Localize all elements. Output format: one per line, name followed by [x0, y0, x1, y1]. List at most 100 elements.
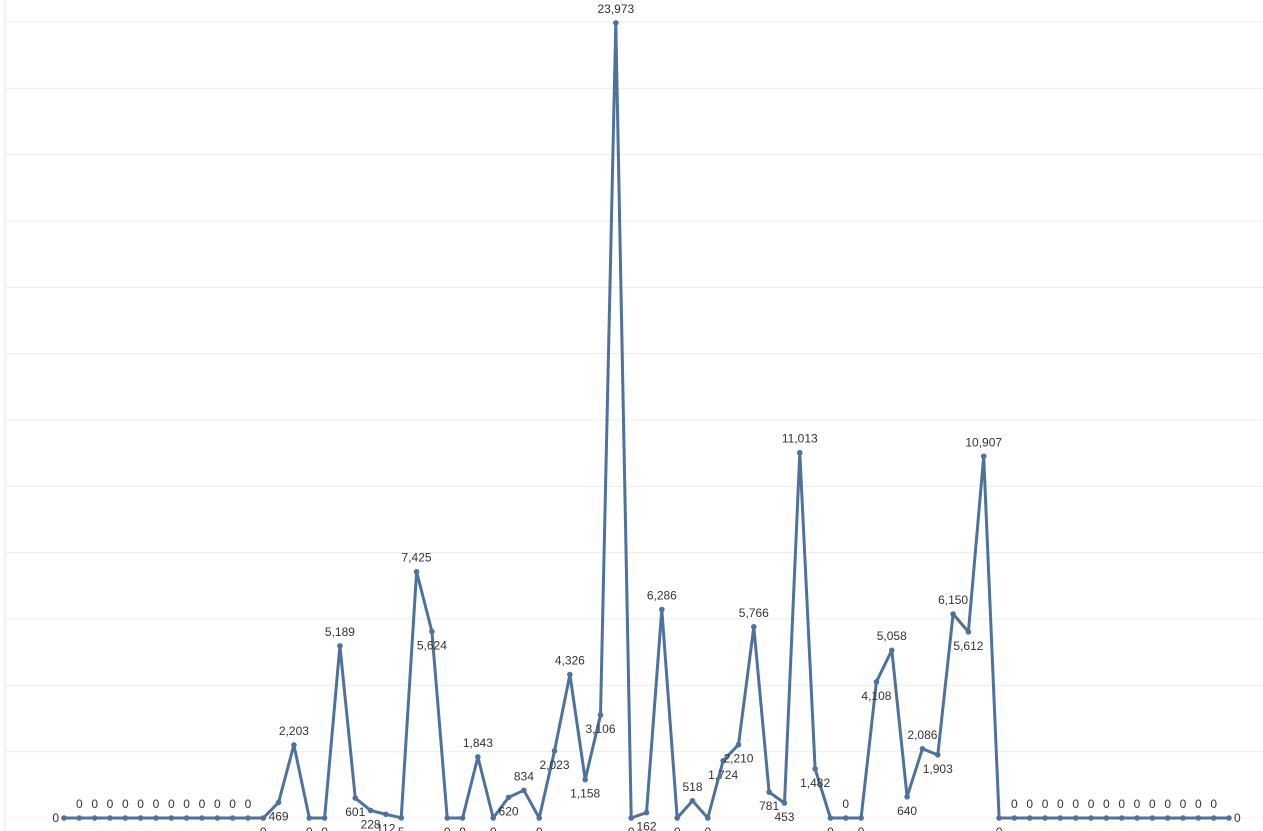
- point: [291, 742, 297, 748]
- data-label: 2,210: [723, 752, 753, 766]
- point: [643, 809, 650, 816]
- point: [199, 815, 205, 821]
- point: [766, 789, 772, 795]
- point: [1042, 815, 1048, 821]
- data-label: 1,482: [800, 776, 830, 790]
- point: [551, 748, 558, 754]
- data-label: 0: [1149, 797, 1156, 811]
- point: [383, 811, 389, 818]
- point: [965, 629, 972, 635]
- data-label: 0: [1164, 797, 1171, 811]
- point: [337, 643, 343, 649]
- point: [214, 815, 221, 821]
- point: [628, 815, 634, 821]
- point: [260, 815, 267, 821]
- point: [321, 815, 328, 821]
- data-label: 0: [137, 797, 144, 811]
- data-label: 0: [183, 797, 190, 811]
- point: [352, 795, 359, 801]
- data-label: 0: [52, 811, 59, 825]
- point: [689, 798, 696, 804]
- data-label: 781: [759, 799, 779, 813]
- point: [735, 741, 742, 748]
- point: [1180, 815, 1186, 821]
- data-label: 469: [269, 809, 289, 823]
- data-label: 228: [361, 817, 381, 831]
- point: [536, 815, 542, 821]
- point: [306, 815, 313, 821]
- point: [1164, 815, 1171, 821]
- data-label: 162: [636, 820, 656, 831]
- point: [367, 807, 374, 814]
- data-label: 0: [91, 797, 98, 811]
- data-label: 0: [842, 797, 849, 811]
- point: [1149, 815, 1156, 821]
- data-label: 5,189: [325, 625, 355, 639]
- point: [1118, 815, 1125, 821]
- data-label: 518: [682, 780, 702, 794]
- point: [613, 20, 619, 26]
- point: [904, 793, 910, 800]
- point: [398, 815, 405, 821]
- data-label: 0: [245, 797, 252, 811]
- data-label: 0: [76, 797, 83, 811]
- point: [413, 568, 420, 575]
- data-label: 640: [897, 804, 917, 818]
- data-label: 5,612: [953, 639, 983, 653]
- data-label: 3,106: [585, 722, 615, 736]
- point: [183, 815, 190, 821]
- point: [505, 794, 512, 801]
- data-label: 0: [1057, 797, 1064, 811]
- data-label: 0: [1180, 797, 1187, 811]
- point: [429, 628, 435, 635]
- data-label: 0: [1103, 797, 1110, 811]
- data-label: 0: [704, 825, 711, 831]
- point: [888, 647, 895, 654]
- point: [1011, 815, 1018, 821]
- data-label: 0: [858, 825, 865, 831]
- data-label: 4,108: [861, 689, 891, 703]
- point: [980, 453, 987, 460]
- data-label: 10,907: [965, 435, 1002, 449]
- data-label: 601: [345, 805, 365, 819]
- data-label: 1,843: [463, 736, 493, 750]
- data-label: 0: [1088, 797, 1095, 811]
- point: [1195, 815, 1202, 821]
- point: [245, 815, 251, 821]
- point: [122, 815, 129, 821]
- data-label: 0: [321, 825, 328, 831]
- data-label: 112: [376, 821, 395, 831]
- data-label: 5,766: [739, 606, 769, 620]
- point: [873, 678, 880, 685]
- data-label: 7,425: [402, 551, 432, 565]
- data-label: 620: [499, 804, 519, 818]
- point: [705, 815, 711, 821]
- data-label: 0: [674, 825, 681, 831]
- data-label: 0: [107, 797, 114, 811]
- point: [1103, 815, 1110, 821]
- data-label: 0: [1011, 797, 1018, 811]
- data-label: 23,973: [597, 2, 634, 16]
- data-label: 1,724: [708, 768, 738, 782]
- data-label: 0: [444, 825, 451, 831]
- point: [107, 815, 113, 821]
- point: [275, 799, 282, 806]
- data-label: 5: [398, 825, 405, 831]
- data-label: 0: [214, 797, 221, 811]
- data-label: 0: [1042, 797, 1049, 811]
- data-label: 4,326: [555, 654, 585, 668]
- data-label: 0: [168, 797, 175, 811]
- point: [919, 746, 926, 752]
- data-label: 0: [229, 797, 236, 811]
- point: [674, 815, 680, 821]
- data-label: 0: [1195, 797, 1202, 811]
- data-label: 0: [536, 825, 543, 831]
- data-label: 0: [628, 825, 635, 831]
- data-label: 5,058: [877, 629, 907, 643]
- data-label: 0: [1134, 797, 1141, 811]
- point: [1057, 815, 1064, 821]
- data-label: 1,903: [923, 762, 953, 776]
- data-label: 2,023: [540, 758, 570, 772]
